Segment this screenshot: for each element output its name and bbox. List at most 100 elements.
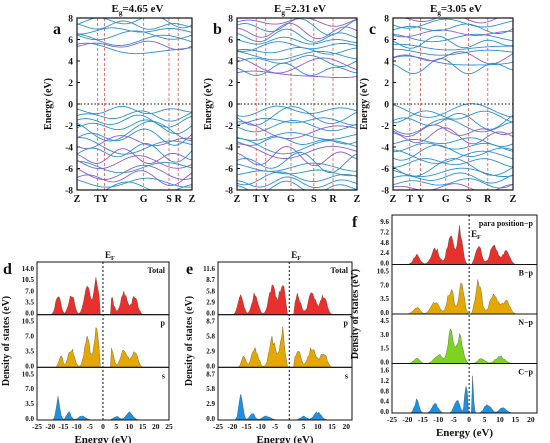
y-tick-label: 4 [384,58,389,68]
panel-letter: f [352,214,358,231]
dos-series-label: Total [148,266,166,275]
x-tick-label: 0 [467,415,471,424]
band-line [236,146,358,167]
y-tick-label: -8 [225,187,233,197]
x-tick-label: 10 [314,422,322,431]
band-line [76,160,193,174]
band-line [236,50,358,61]
band-line [392,18,514,29]
x-tick-label: 5 [302,422,306,431]
x-tick-label: -10 [256,422,266,431]
panel-title: Eg=3.05 eV [430,3,482,17]
title-value: =2.31 eV [285,3,326,15]
x-tick-label: 10 [126,422,134,431]
dos-series-label: s [345,371,348,380]
x-tick-label: R [175,194,183,205]
y-tick-label: -8 [381,187,389,197]
band-line [392,118,514,135]
fermi-letter: E [291,250,297,260]
band-line [236,176,358,189]
x-tick-label: -15 [242,422,252,431]
x-tick-label: -5 [272,422,278,431]
x-tick-label: -15 [58,422,68,431]
x-tick-label: -10 [72,422,82,431]
title-subscript: g [437,9,441,17]
y-tick-label: 0.0 [206,310,215,318]
y-tick-label: -4 [381,144,389,154]
dos-fill [50,396,151,421]
panel-title: Eg=4.65 eV [111,3,163,17]
y-tick-label: 8.7 [206,370,215,378]
dos-fill [232,284,341,315]
dos-series-label: p [161,319,166,328]
fermi-label: EF [105,250,115,262]
band-line [76,40,193,51]
band-line [236,169,358,177]
band-line [76,114,193,128]
band-line [76,164,193,180]
y-tick-label: 1.5 [380,345,389,353]
dos-fill [50,326,151,368]
band-line [236,36,358,45]
band-line [236,137,358,155]
band-line [392,183,514,191]
x-tick-label: G [287,194,295,205]
x-tick-label: Z [354,194,361,205]
band-line [392,33,514,43]
y-tick-label: 2.9 [206,299,215,307]
band-line [392,35,514,49]
dos-series-label: C−p [518,368,533,377]
x-tick-label: S [166,194,172,205]
y-tick-label: 11.6 [203,265,215,273]
y-tick-label: 0.0 [380,309,389,317]
panel-title: Eg=2.31 eV [274,3,326,17]
band-line [76,30,193,41]
y-tick-label: 0.0 [206,415,215,423]
band-line [76,148,193,164]
y-tick-label: 0.0 [25,415,34,423]
dos-series-label: para position−p [479,219,534,228]
band-line [392,124,514,137]
y-tick-label: 7.0 [25,385,34,393]
dos-series-label: s [162,371,165,380]
y-tick-label: -2 [225,122,233,132]
y-tick-label: 5.8 [206,287,215,295]
band-line [392,178,514,189]
band-line [392,149,514,164]
y-tick-label: 0.0 [25,362,34,370]
y-tick-label: 7.0 [25,287,34,295]
y-tick-label: 10.5 [22,318,35,326]
x-tick-label: Y [262,194,270,205]
band-line [76,110,193,122]
y-tick-label: 3.5 [25,299,34,307]
axis-ylabel: Density of states (eV) [1,296,12,386]
y-tick-label: 6 [384,36,389,46]
title-value: =4.65 eV [122,3,163,15]
y-tick-label: 10.5 [22,370,35,378]
band-line [392,43,514,51]
x-tick-label: Y [101,194,109,205]
plot-frame [236,17,358,191]
band-line [76,143,193,163]
band-panel-b [236,17,358,191]
band-line [392,58,514,75]
x-tick-label: T [406,194,413,205]
plot-frame [76,17,193,191]
band-line [392,172,514,184]
dos-fill [407,279,525,315]
band-line [76,170,193,187]
band-line [392,112,514,130]
title-prefix: E [274,3,281,15]
y-tick-label: 10.5 [22,276,35,284]
axis-xlabel: Energy (eV) [436,427,493,439]
band-panel-a [76,17,193,191]
x-tick-label: 5 [483,415,487,424]
dos-series-label: N−p [518,318,533,327]
x-tick-label: -15 [418,415,428,424]
x-tick-label: 20 [152,422,160,431]
band-line [236,132,358,141]
y-tick-label: -6 [65,165,73,175]
panel-letter: a [53,21,61,38]
band-line [393,17,513,24]
